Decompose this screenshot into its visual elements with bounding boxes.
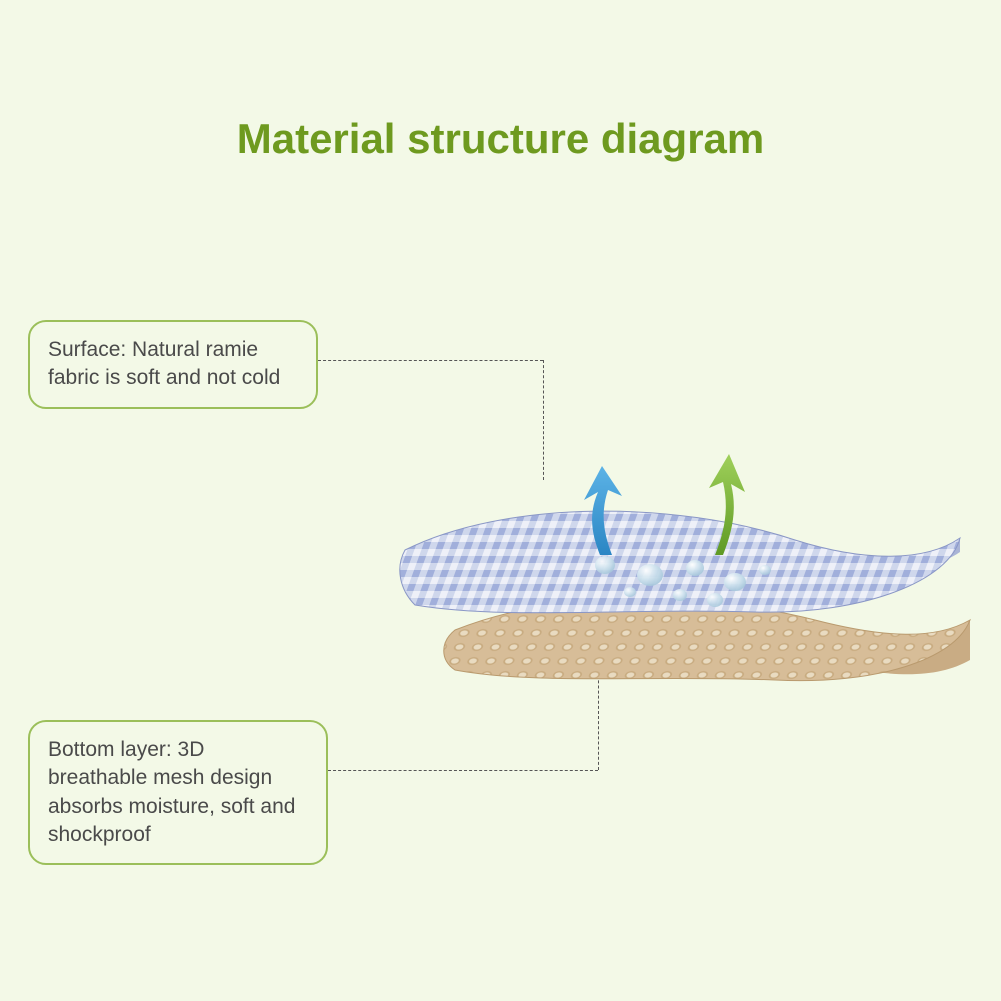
callout-bottom-text: Bottom layer: 3D breathable mesh design … xyxy=(48,738,295,846)
callout-surface: Surface: Natural ramie fabric is soft an… xyxy=(28,320,318,409)
callout-bottom-layer: Bottom layer: 3D breathable mesh design … xyxy=(28,720,328,865)
callout-surface-text: Surface: Natural ramie fabric is soft an… xyxy=(48,338,280,389)
page-title: Material structure diagram xyxy=(0,115,1001,163)
leader-top-h xyxy=(318,360,543,361)
leader-bottom-h xyxy=(328,770,598,771)
material-layers-diagram xyxy=(395,430,975,730)
